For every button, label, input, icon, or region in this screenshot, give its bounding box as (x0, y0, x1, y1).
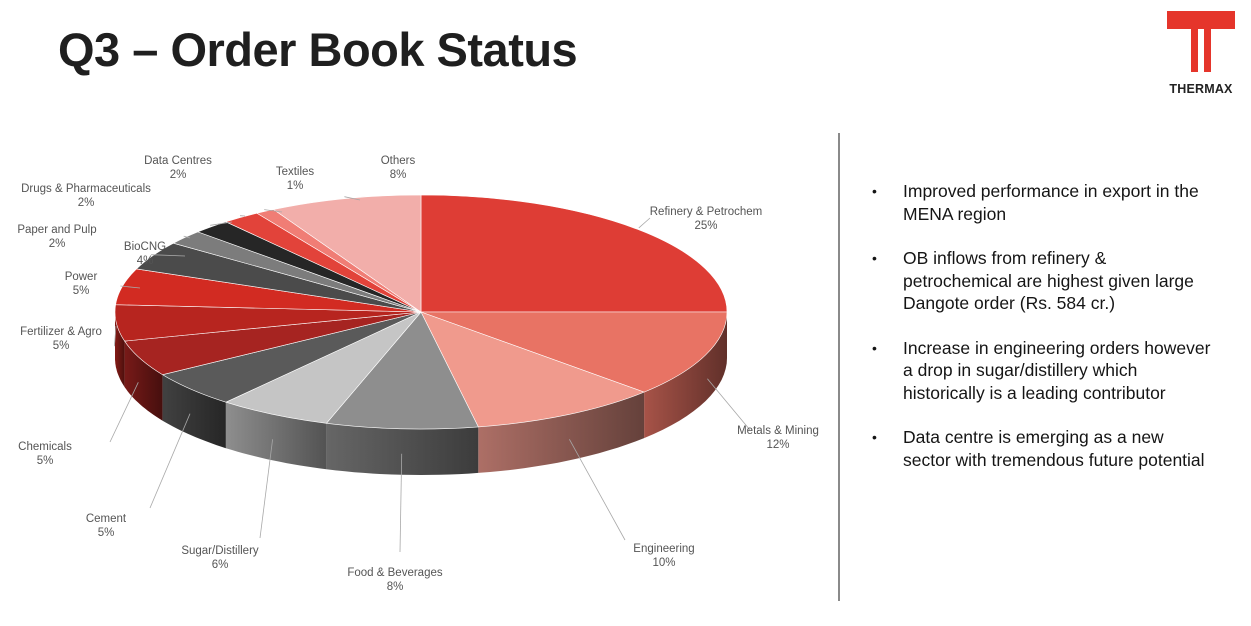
page-title: Q3 – Order Book Status (58, 23, 578, 76)
thermax-logo (1167, 11, 1235, 72)
order-book-pie-chart: Refinery & Petrochem 25% Metals & Mining 12… (17, 155, 819, 593)
leader-line (114, 325, 117, 347)
leader-line (183, 235, 191, 239)
pie-sides (115, 312, 727, 475)
leader-line (109, 382, 139, 443)
bullet-text: Increase in engineering orders however a… (903, 337, 1211, 403)
slice-value: 8% (390, 169, 407, 181)
vertical-divider (838, 133, 840, 601)
slice-label: Sugar/Distillery (181, 545, 259, 557)
slice-label: Food & Beverages (347, 567, 443, 579)
slice-label: Data Centres (144, 155, 212, 167)
slice-label: Drugs & Pharmaceuticals (21, 183, 151, 195)
bullet-text: OB inflows from refinery & petrochemical… (903, 248, 1194, 313)
leader-line (149, 413, 191, 509)
pie-slice-engineering (420, 311, 645, 428)
slice-value: 5% (73, 285, 90, 297)
pie-side-wall (162, 374, 226, 449)
leader-line (210, 221, 233, 226)
pie-tops (114, 194, 728, 430)
slice-value: 2% (49, 238, 66, 250)
bullet-dot-icon: • (872, 250, 877, 266)
pie-slice-refinery-petrochem (420, 194, 728, 313)
bullet-text: Improved performance in export in the ME… (903, 181, 1199, 224)
pie-side-wall (115, 312, 125, 388)
leader-line (638, 217, 651, 229)
slice-label: Fertilizer & Agro (20, 326, 102, 338)
bullet-item: • OB inflows from refinery & petrochemica… (872, 247, 1212, 315)
slice-value: 1% (287, 180, 304, 192)
slice-value: 25% (694, 220, 717, 232)
pie-side-wall (124, 341, 163, 421)
leader-line (120, 285, 141, 289)
pie-slice-metals-mining (420, 311, 728, 393)
logo-text: THERMAX (1169, 82, 1233, 96)
leader-line (151, 254, 186, 257)
leader-line (259, 439, 273, 539)
leader-line (399, 453, 403, 553)
pie-slice-others (273, 194, 422, 313)
pie-side-wall (478, 392, 645, 473)
slice-value: 10% (652, 557, 675, 569)
bullet-dot-icon: • (872, 183, 877, 199)
slice-label: Chemicals (18, 441, 72, 453)
pie-slice-food-beverages (326, 311, 479, 430)
slice-value: 5% (53, 340, 70, 352)
slice-value: 5% (37, 455, 54, 467)
slice-label: Refinery & Petrochem (650, 206, 763, 218)
pie-labels: Refinery & Petrochem 25% Metals & Mining 12… (17, 155, 819, 593)
slice-label: Power (65, 271, 98, 283)
slice-value: 2% (78, 197, 95, 209)
slice-label: Cement (86, 513, 127, 525)
slice-label: Paper and Pulp (17, 224, 96, 236)
slice-label: BioCNG (124, 241, 166, 253)
leader-line (569, 439, 626, 541)
slice-value: 6% (212, 559, 229, 571)
leader-line (344, 196, 361, 201)
pie-side-wall (326, 423, 479, 475)
slice-value: 2% (170, 169, 187, 181)
bullet-dot-icon: • (872, 339, 877, 356)
slice-value: 8% (387, 581, 404, 593)
slice-value: 12% (766, 439, 789, 451)
key-points-list: • Improved performance in export in the M… (872, 180, 1212, 493)
slice-label: Textiles (276, 166, 315, 178)
leader-line (707, 378, 751, 431)
pie-side-wall (644, 312, 727, 439)
bullet-dot-icon: • (872, 429, 877, 445)
slice-label: Metals & Mining (737, 425, 819, 437)
pie-leader-lines (109, 196, 751, 553)
bullet-text: Data centre is emerging as a new sector … (903, 427, 1205, 470)
bullet-item: • Data centre is emerging as a new sector… (872, 426, 1212, 471)
bullet-item: • Improved performance in export in the M… (872, 180, 1212, 225)
slice-label: Engineering (633, 543, 694, 555)
slice-value: 4% (137, 255, 154, 267)
bullet-item: • Increase in engineering orders however … (872, 337, 1212, 405)
slice-value: 5% (98, 527, 115, 539)
pie-side-wall (225, 402, 327, 470)
slice-label: Others (381, 155, 416, 167)
leader-line (264, 209, 283, 213)
